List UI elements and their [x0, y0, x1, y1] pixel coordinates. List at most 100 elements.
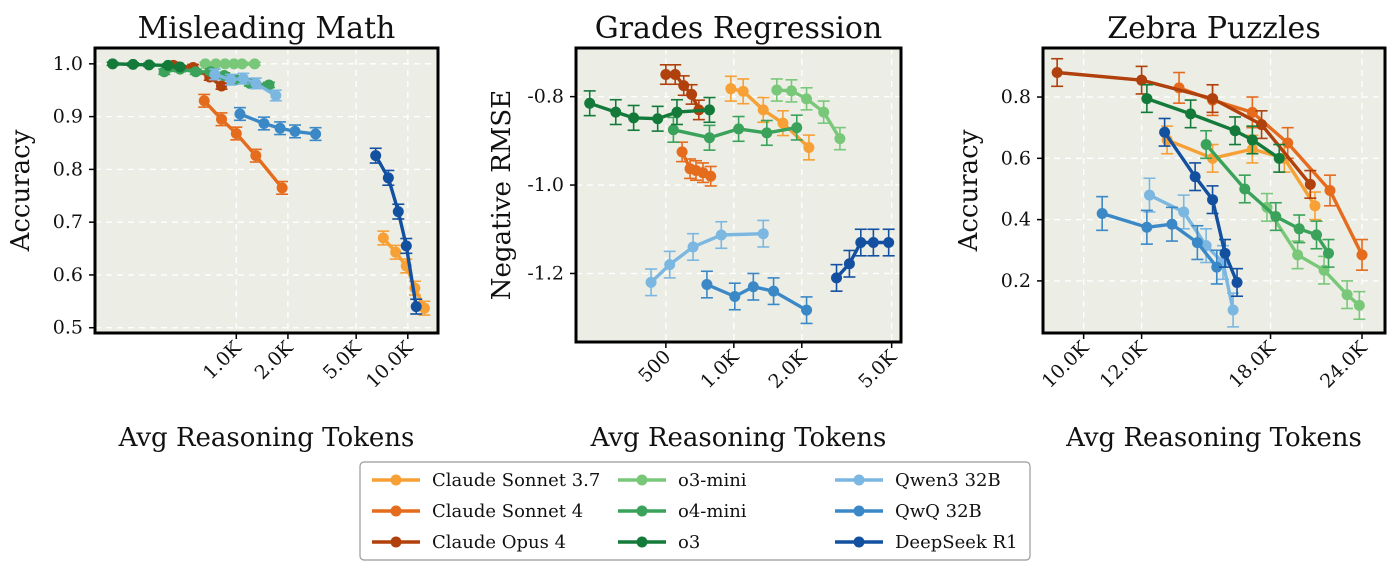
panel-3-y-tick-label: 0.4 [1001, 209, 1031, 231]
data-point [1178, 206, 1190, 218]
panel-2-series-deepseek-r1 [830, 228, 895, 292]
data-point [584, 97, 596, 109]
data-point [228, 58, 240, 70]
panel-3-x-axis-label: Avg Reasoning Tokens [1065, 423, 1362, 453]
data-point [107, 58, 119, 70]
data-point [1207, 93, 1219, 105]
panel-1-series-o3-mini [199, 58, 261, 70]
data-point [610, 106, 622, 118]
data-point [747, 281, 759, 293]
chart-panel-grades-regression: -1.2 -1.0 -0.8 500 1.0K 2.0K 5.0K Grades Regres… [487, 11, 903, 453]
data-point [1096, 207, 1108, 219]
data-point [250, 150, 262, 162]
data-point [1227, 304, 1239, 316]
panel-2-x-tick-label: 2.0K [764, 345, 812, 393]
data-point [219, 58, 231, 70]
data-point [664, 259, 676, 271]
panel-3-x-tick-label: 18.0K [1225, 336, 1281, 392]
data-point [737, 85, 749, 97]
data-point [250, 77, 262, 89]
data-point [1356, 249, 1368, 261]
data-point [1353, 299, 1365, 311]
data-point [843, 258, 855, 270]
data-point [198, 95, 210, 107]
data-point [237, 73, 249, 85]
data-point [174, 61, 186, 73]
data-point [1309, 200, 1321, 212]
data-point [1141, 221, 1153, 233]
data-point [1211, 261, 1223, 273]
data-point [628, 112, 640, 124]
data-point [660, 69, 672, 81]
panel-1-title: Misleading Math [138, 11, 396, 46]
panel-3-series-qwq-32b [1096, 195, 1223, 285]
legend-label: o3 [678, 532, 700, 553]
data-point [883, 237, 895, 249]
data-point [1270, 211, 1282, 223]
panel-2-y-tick-label: -0.8 [527, 86, 564, 108]
data-point [1219, 247, 1231, 259]
legend-entry-o3-mini: o3-mini [618, 470, 747, 491]
panel-2-series-qwq-32b [700, 270, 813, 325]
legend-label: Claude Sonnet 4 [432, 501, 583, 522]
panel-1-x-tick-label: 1.0K [199, 336, 247, 384]
legend-entry-o3: o3 [618, 532, 700, 553]
panel-3-y-axis-label: Accuracy [954, 129, 984, 252]
legend-label: o4-mini [678, 501, 747, 522]
data-point [671, 106, 683, 118]
data-point [855, 237, 867, 249]
panel-2-title: Grades Regression [595, 11, 883, 46]
panel-3-series-o4-mini [1200, 129, 1335, 268]
data-point [703, 132, 715, 144]
data-point [276, 182, 288, 194]
data-point [1324, 185, 1336, 196]
legend-entry-claude-sonnet-4: Claude Sonnet 4 [372, 501, 583, 522]
data-point [686, 88, 698, 100]
data-point [216, 80, 228, 92]
data-point [761, 127, 773, 139]
data-point [1341, 289, 1353, 301]
legend-entry-o4-mini: o4-mini [618, 501, 747, 522]
data-point [818, 106, 830, 118]
legend-label: DeepSeek R1 [895, 532, 1018, 553]
panel-2-series-o4-mini [667, 114, 803, 151]
data-point [1191, 237, 1203, 249]
data-point [258, 117, 270, 129]
panel-2-x-axis-label: Avg Reasoning Tokens [590, 423, 887, 453]
legend-swatch-marker [390, 474, 402, 486]
data-point [715, 229, 727, 241]
legend-swatch-marker [853, 536, 865, 548]
data-point [1200, 139, 1212, 151]
data-point [803, 141, 815, 153]
panel-2-y-axis-label: Negative RMSE [487, 90, 517, 300]
data-point [1207, 194, 1219, 206]
data-point [867, 237, 879, 249]
panel-2-series-claude-opus-4 [659, 64, 705, 121]
data-point [1166, 218, 1178, 230]
panel-1-y-tick-label: 1.0 [53, 53, 83, 75]
panel-2-y-tick-label: -1.0 [527, 174, 564, 196]
data-point [199, 58, 211, 70]
panel-2-y-tick-label: -1.2 [527, 262, 564, 284]
data-point [801, 304, 813, 316]
data-point [390, 246, 402, 258]
data-point [669, 69, 681, 81]
data-point [370, 150, 382, 162]
legend-swatch-marker [853, 505, 865, 517]
data-point [289, 125, 301, 137]
data-point [729, 290, 741, 302]
panel-1-y-tick-label: 0.9 [53, 106, 83, 128]
data-point [801, 93, 813, 105]
chart-panel-zebra-puzzles: 0.2 0.4 0.6 0.8 10.0K 12.0K 18.0K 24.0K Zebra Pu… [954, 11, 1387, 453]
legend-label: Claude Sonnet 3.7 [432, 470, 600, 491]
data-point [1051, 67, 1063, 79]
legend-entry-claude-opus-4: Claude Opus 4 [372, 532, 566, 553]
panel-1-series-o3 [106, 58, 187, 73]
panel-1-series-qwen3-32b [208, 68, 282, 102]
data-point [652, 113, 664, 125]
legend-label: QwQ 32B [895, 501, 982, 522]
data-point [162, 59, 174, 71]
panel-3-series-deepseek-r1 [1158, 117, 1244, 298]
data-point [143, 59, 155, 71]
panel-1-x-tick-label: 5.0K [319, 336, 367, 384]
